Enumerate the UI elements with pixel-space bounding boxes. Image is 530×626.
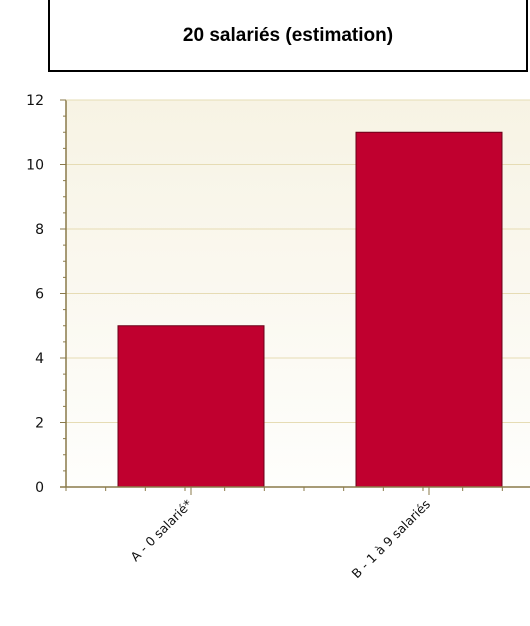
x-tick-label: B - 1 à 9 salariés [349,497,434,582]
y-tick-label: 2 [35,416,44,432]
y-tick-label: 8 [35,222,44,238]
axes [60,99,530,495]
chart-title: 20 salariés (estimation) [182,25,394,46]
bar [355,131,503,488]
bar [117,325,265,488]
y-tick-label: 0 [35,480,44,496]
x-tick-label: A - 0 salarié* [127,497,195,565]
y-tick-label: 10 [26,158,44,174]
y-tick-label: 6 [35,287,44,303]
chart-title-box: 20 salariés (estimation) [48,0,528,72]
y-tick-label: 4 [35,351,44,367]
y-tick-label: 12 [26,93,44,109]
bars [117,131,503,488]
